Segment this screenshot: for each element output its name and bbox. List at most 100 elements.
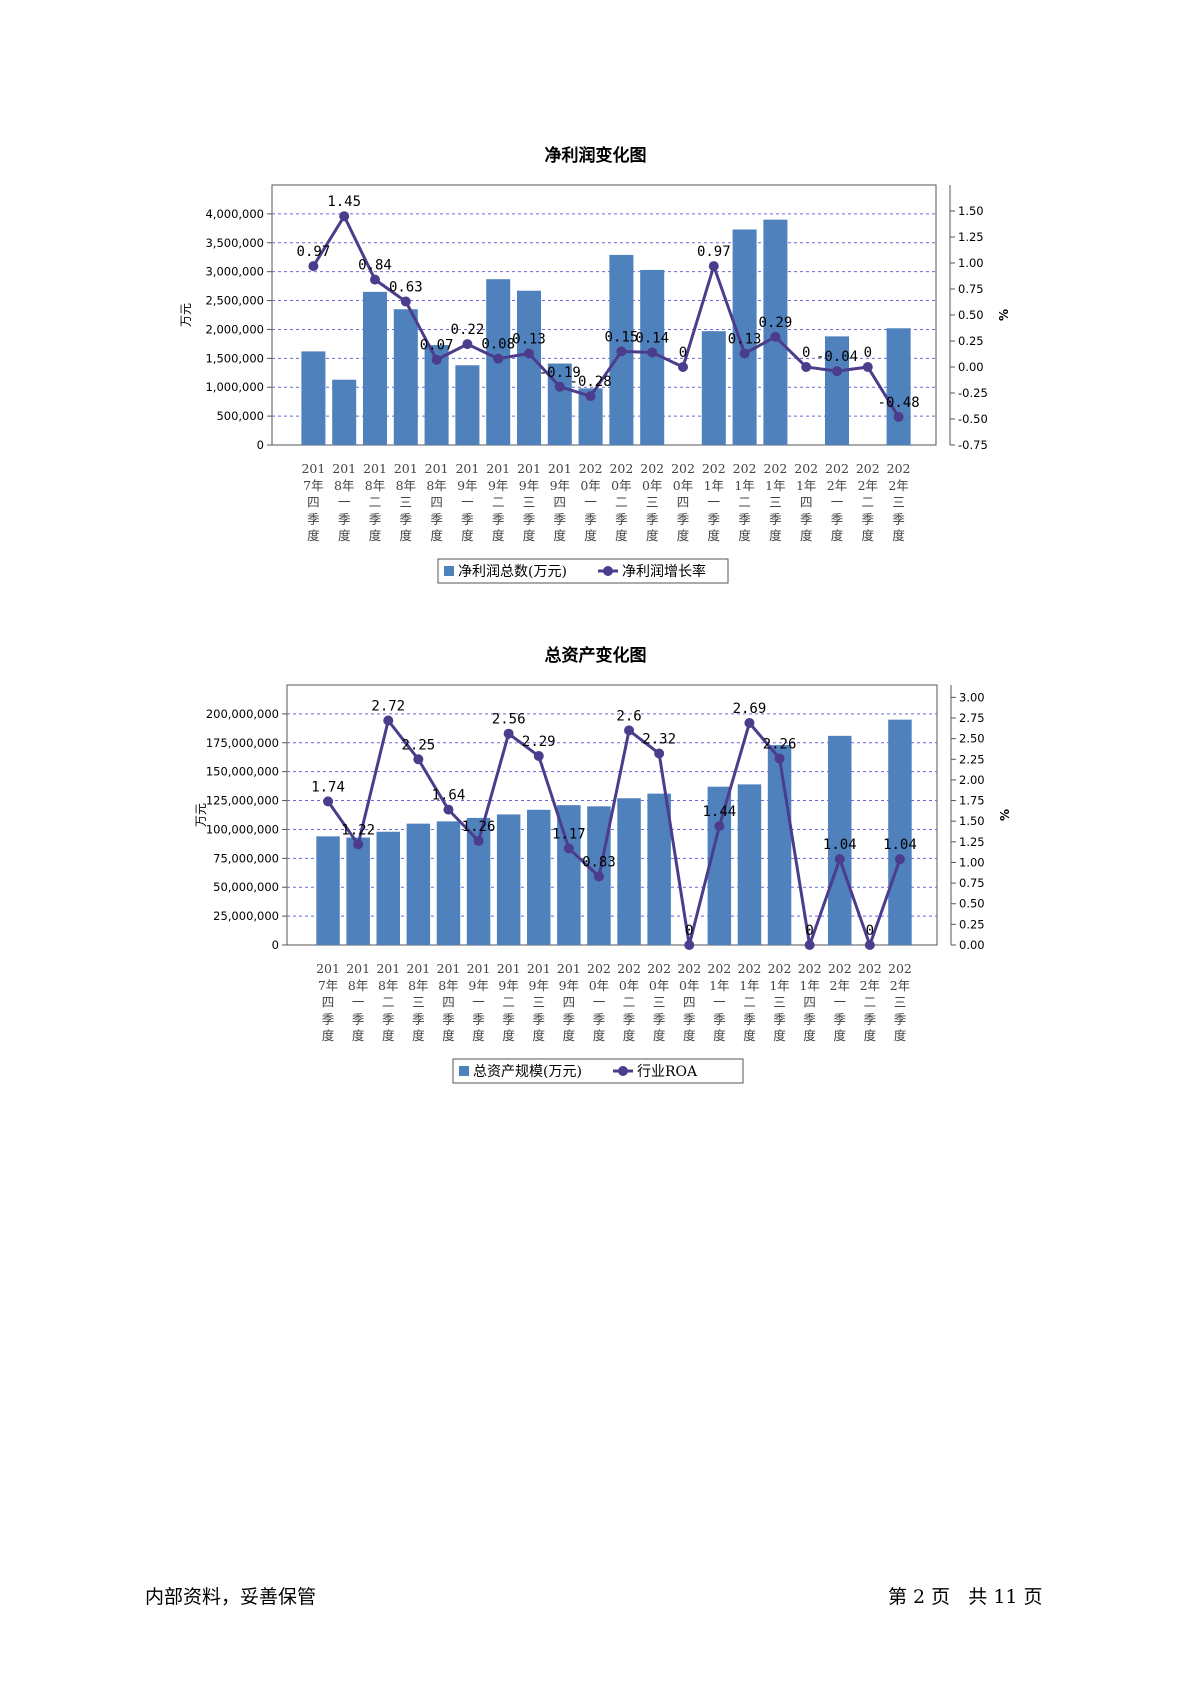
- chart2-y2tick-label: 2.50: [959, 732, 985, 746]
- chart1-line-point: [554, 381, 565, 392]
- chart2-data-label: 2.56: [492, 712, 526, 728]
- chart2-bar: [707, 786, 732, 945]
- chart2-y2tick-label: 0.50: [959, 897, 985, 911]
- chart1-y2tick-label: 1.25: [958, 230, 984, 244]
- chart1-data-label: 0.97: [697, 244, 731, 260]
- chart2-line-point: [563, 843, 574, 854]
- chart1-line-point: [832, 366, 842, 377]
- chart2-bar: [316, 836, 340, 945]
- chart2-ytick-label: 25,000,000: [213, 909, 279, 923]
- chart1-data-label: 0.15: [605, 329, 639, 345]
- chart2-data-label: 1.17: [552, 826, 586, 842]
- chart1-title: 净利润变化图: [544, 146, 647, 166]
- chart1-data-label: 0.13: [728, 331, 762, 347]
- chart2-plot: 0 25,000,000 50,000,000 75,000,000 100,000,0…: [194, 684, 1012, 1084]
- chart2-data-label: 1.44: [702, 804, 736, 820]
- chart1-data-label: -0.48: [878, 395, 920, 411]
- chart2-data-label: 0: [805, 923, 813, 939]
- chart1-ytick-label: 2,500,000: [205, 294, 264, 308]
- chart2-y2tick-label: 2.25: [959, 752, 985, 766]
- chart1-bar: [393, 309, 418, 445]
- chart1-ytick-label: 3,000,000: [205, 265, 264, 279]
- chart1-data-label: 0.13: [512, 331, 546, 347]
- chart2-data-label: 0: [866, 923, 874, 939]
- chart2-bar: [767, 745, 792, 945]
- chart2-xtick-label: 202 1年四季度: [798, 961, 822, 1043]
- chart2-legend-line-label: 行业ROA: [637, 1064, 698, 1080]
- chart2-y2tick-label: 0.00: [959, 938, 985, 952]
- chart2-data-label: 2.26: [763, 736, 797, 752]
- chart2-data-label: 2.69: [733, 701, 767, 717]
- chart2-xtick-label: 201 9年二季度: [497, 961, 521, 1043]
- chart2-line-point: [353, 839, 364, 850]
- chart2-line-point: [533, 750, 544, 761]
- chart2-data-label: 2.29: [522, 734, 556, 750]
- chart2-ytick-label: 50,000,000: [213, 880, 279, 894]
- chart2-bar: [617, 798, 641, 945]
- chart2-line-point: [654, 748, 665, 759]
- chart1-xtick-label: 202 0年三季度: [640, 461, 664, 543]
- chart1-data-label: 0.07: [420, 338, 454, 354]
- chart1-line-point: [893, 411, 904, 422]
- chart2-bar: [406, 823, 431, 945]
- chart2-y2label: %: [998, 809, 1012, 821]
- chart2-bar: [557, 805, 581, 945]
- chart1-xtick-label: 202 2年二季度: [856, 461, 880, 543]
- chart1-bar: [455, 365, 480, 445]
- chart2-bar: [436, 821, 461, 945]
- chart2-ytick-label: 100,000,000: [206, 822, 279, 836]
- chart2-y2tick-label: 2.75: [959, 711, 985, 725]
- chart2-y2tick-label: 1.25: [959, 835, 985, 849]
- chart1-y2tick-label: 0.75: [958, 282, 984, 296]
- chart1-data-label: -0.19: [539, 365, 581, 381]
- chart1-data-label: 0.84: [358, 258, 392, 274]
- chart2-line-point: [714, 821, 725, 832]
- chart2-ytick-label: 125,000,000: [206, 794, 279, 808]
- chart2-data-label: 1.64: [432, 788, 466, 804]
- chart2-xtick-label: 202 0年三季度: [647, 961, 671, 1043]
- chart1-series-line: [312, 213, 900, 418]
- chart2-bar: [888, 719, 912, 945]
- chart1-line-point: [431, 354, 442, 365]
- chart2-y2tick-label: 1.75: [959, 794, 985, 808]
- chart1-line-point: [616, 346, 627, 357]
- chart2-data-label: 0.83: [582, 854, 616, 870]
- chart1-line-point: [801, 362, 812, 372]
- chart1-line-point: [339, 211, 350, 222]
- chart2-xtick-label: 202 0年二季度: [617, 961, 641, 1043]
- chart1-line-point: [370, 274, 380, 285]
- chart1-ytick-label: 1,500,000: [205, 351, 264, 365]
- chart2-xtick-label: 201 8年一季度: [346, 961, 370, 1043]
- chart1-legend-bar-swatch: [444, 566, 454, 576]
- chart1-line-point: [493, 353, 504, 364]
- chart1-xtick-label: 202 1年一季度: [702, 461, 726, 543]
- chart2-legend-bar-swatch: [459, 1066, 469, 1076]
- chart2-xtick-label: 201 9年一季度: [467, 961, 491, 1043]
- chart2-legend-bar-label: 总资产规模(万元): [473, 1064, 582, 1080]
- chart1-y2tick-label: 0.50: [958, 308, 984, 322]
- chart2-line-point: [894, 854, 905, 865]
- chart2-line-point: [443, 804, 454, 815]
- chart1-ytick-label: 1,000,000: [205, 380, 264, 394]
- chart2-ytick-label: 175,000,000: [206, 736, 279, 750]
- chart1-line-point: [770, 331, 781, 342]
- chart1-data-label: 0: [679, 345, 687, 361]
- chart2-bar: [496, 814, 521, 945]
- chart1-xtick-label: 201 9年三季度: [517, 461, 541, 543]
- chart1-ytick-label: 500,000: [216, 409, 264, 423]
- chart2-xtick-label: 202 2年三季度: [888, 961, 912, 1043]
- chart1-bar: [824, 336, 850, 445]
- chart2-xtick-label: 202 2年二季度: [858, 961, 882, 1043]
- footer-left: 内部资料，妥善保管: [145, 1586, 317, 1608]
- chart1-line-point: [308, 261, 319, 272]
- chart2-xtick-label: 201 9年三季度: [527, 961, 551, 1043]
- chart2-data-label: 0: [685, 923, 693, 939]
- chart1-y2tick-label: -0.75: [958, 438, 988, 452]
- chart2-bar: [647, 793, 671, 945]
- chart1-ytick-label: 0: [257, 438, 264, 452]
- footer-right: 第 2 页 共 11 页: [888, 1586, 1043, 1608]
- chart1-bar: [301, 351, 326, 445]
- chart2-y2tick-label: 1.50: [959, 814, 985, 828]
- chart2-data-label: 2.6: [616, 708, 641, 724]
- chart2-y2tick-label: 1.00: [959, 855, 985, 869]
